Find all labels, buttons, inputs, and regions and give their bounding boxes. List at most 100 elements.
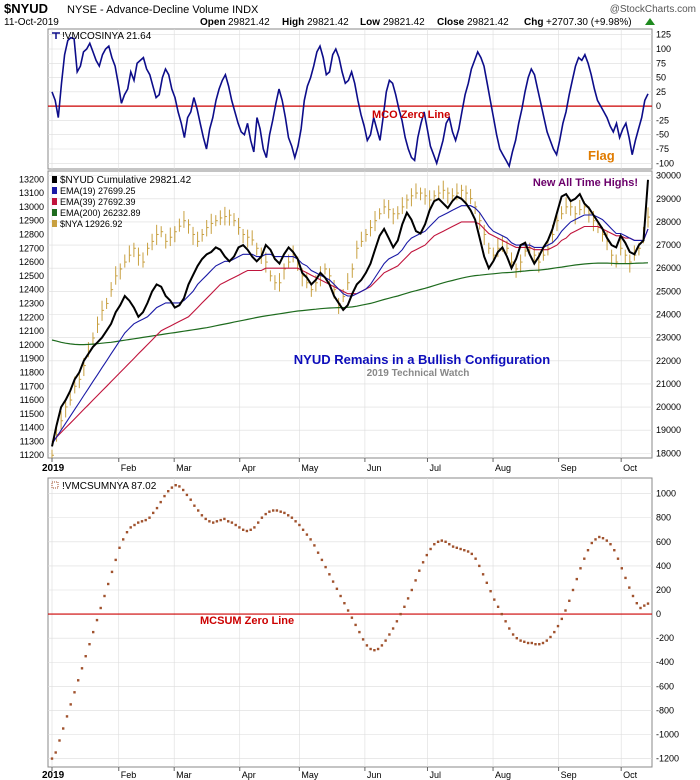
y-tick-label: 1000	[656, 489, 676, 499]
y-tick-label-left: 12200	[19, 312, 44, 322]
chg-label: Chg	[524, 17, 543, 28]
y-tick-label-right: 30000	[656, 171, 681, 181]
mcsum-point	[538, 643, 541, 646]
x-tick-label: Jul	[429, 463, 441, 473]
x-tick-label: Feb	[121, 770, 137, 780]
legend-ema19: EMA(19) 27699.25	[60, 186, 136, 196]
mcsum-point	[140, 520, 144, 523]
mcsum-point	[425, 553, 428, 557]
mcsum-point	[84, 655, 87, 658]
mcsum-point	[466, 550, 470, 553]
bottom-panel-labels: !VMCSUMNYA 87.02 MCSUM Zero Line	[51, 481, 294, 627]
mcsum-point	[208, 520, 211, 523]
mcsum-point	[174, 484, 177, 487]
y-tick-label: -800	[656, 705, 674, 715]
mcsum-point	[234, 523, 237, 527]
mcsum-point	[403, 605, 406, 608]
mcsum-point	[635, 602, 638, 605]
x-tick-label: Jun	[367, 770, 382, 780]
x-tick-label: Aug	[495, 463, 511, 473]
new-all-time-highs-annotation: New All Time Highs!	[533, 177, 638, 189]
mcsum-point	[616, 557, 620, 560]
mcsum-point	[257, 521, 260, 524]
mcsum-point	[185, 493, 189, 497]
mcsum-point	[361, 638, 365, 641]
mcsum-point	[320, 558, 324, 562]
y-tick-label-left: 11200	[20, 450, 44, 460]
mcsum-point	[388, 633, 391, 636]
mcsum-point	[500, 612, 503, 616]
mcsum-point	[144, 518, 147, 522]
mcsum-point	[496, 605, 500, 608]
y-tick-label-left: 12700	[19, 243, 44, 253]
mcsum-point	[110, 570, 114, 574]
mcsum-point	[369, 647, 372, 651]
mcsum-point	[436, 540, 440, 543]
mcsum-point	[391, 627, 395, 630]
y-tick-label: 400	[656, 561, 671, 571]
mcsum-point	[197, 509, 200, 512]
y-tick-label-left: 11300	[20, 436, 44, 446]
mcsum-point	[212, 521, 215, 524]
legend-nya: $NYA 12926.92	[60, 219, 122, 229]
y-tick-label: -200	[656, 633, 674, 643]
y-tick-label-right: 24000	[656, 310, 681, 320]
grid-layer	[48, 29, 652, 767]
mcsum-point	[148, 516, 151, 519]
x-tick-label: 2019	[42, 463, 65, 474]
mcsum-point	[463, 549, 466, 552]
mcsum-point	[515, 637, 518, 640]
legend-swatch-ema19	[52, 187, 57, 194]
y-tick-label-right: 18000	[656, 448, 681, 458]
low-value: 29821.42	[383, 17, 425, 28]
mcsum-point	[114, 558, 117, 562]
y-tick-label: -100	[656, 158, 674, 168]
mcsum-point	[504, 620, 507, 623]
mcsum-point	[155, 506, 159, 510]
mcsum-point	[178, 485, 181, 488]
y-tick-label-left: 12900	[19, 216, 44, 226]
mcsum-point	[511, 633, 515, 636]
mco-series-line	[51, 36, 649, 169]
mcsum-point	[560, 617, 563, 621]
mcsum-point	[414, 579, 417, 582]
mcsum-point	[418, 569, 421, 572]
x-tick-label: Mar	[176, 463, 192, 473]
mcsum-point	[137, 521, 140, 524]
mcsum-point	[346, 609, 350, 612]
y-tick-label-left: 11700	[20, 381, 44, 391]
top-panel-title: !VMCOSINYA 21.64	[62, 31, 152, 42]
x-tick-label: May	[301, 463, 319, 473]
low-label: Low	[360, 17, 380, 28]
x-tick-label: Oct	[623, 463, 638, 473]
mcsum-point	[406, 597, 410, 600]
mcsum-point	[594, 538, 597, 541]
panel-top-frame	[47, 28, 653, 170]
panel-bottom-frame	[47, 477, 653, 768]
x-tick-label: Apr	[242, 770, 256, 780]
x-tick-label: Sep	[561, 770, 577, 780]
mcsum-point	[474, 557, 477, 560]
mcsum-point	[339, 594, 342, 598]
ema19-line	[51, 205, 649, 445]
technical-watch-annotation: 2019 Technical Watch	[367, 368, 470, 379]
mcsum-point	[279, 510, 282, 513]
series-legend-icon	[51, 481, 59, 489]
y-tick-label-left: 12500	[19, 271, 44, 281]
mcsum-point	[107, 582, 110, 586]
mcsum-point	[564, 609, 567, 612]
mcsum-point	[433, 543, 436, 546]
mcsum-point	[152, 511, 155, 515]
mcsum-point	[287, 514, 290, 517]
chart-header: $NYUD NYSE - Advance-Decline Volume INDX…	[4, 1, 696, 28]
x-tick-label: Feb	[121, 463, 137, 473]
date-label: 11-Oct-2019	[4, 17, 59, 28]
flag-annotation: Flag	[588, 148, 615, 163]
mcsum-point	[643, 604, 646, 607]
mcsum-point	[429, 547, 432, 551]
open-label: Open	[200, 17, 226, 28]
mcsum-point	[631, 594, 635, 598]
mcsum-point	[605, 539, 608, 542]
open-value: 29821.42	[228, 17, 270, 28]
